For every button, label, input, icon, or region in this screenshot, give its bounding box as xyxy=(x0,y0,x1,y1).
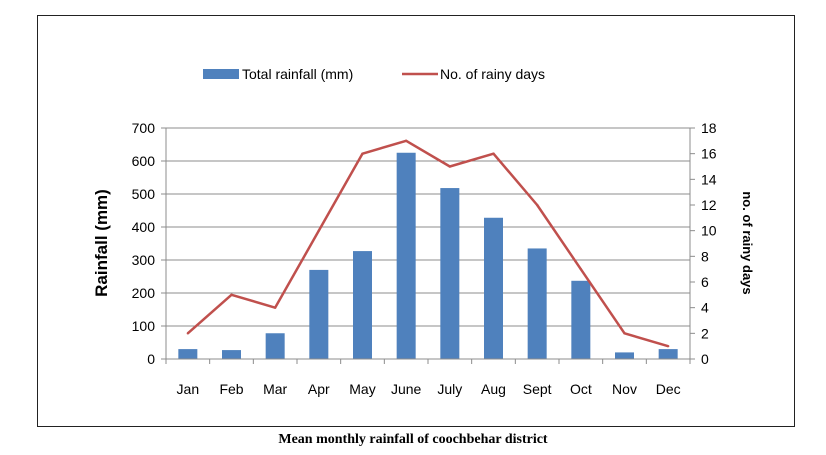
legend-swatch-rainfall xyxy=(203,69,239,79)
rainy-days-point-nov xyxy=(623,332,626,335)
right-axis-ticks: 0 2 4 6 8 10 12 14 16 18 xyxy=(690,120,717,367)
y2-tick-label: 8 xyxy=(701,248,709,264)
bar-aug xyxy=(484,217,503,359)
bar-mar xyxy=(265,333,285,359)
figure-caption: Mean monthly rainfall of coochbehar dist… xyxy=(278,432,548,447)
legend-label-rainfall: Total rainfall (mm) xyxy=(242,66,353,82)
x-tick-label: May xyxy=(349,381,375,397)
bar-june xyxy=(396,152,416,359)
y-tick-label: 100 xyxy=(132,318,156,334)
x-tick-label: Oct xyxy=(570,381,592,397)
rainy-days-point-dec xyxy=(666,344,670,348)
y-tick-label: 200 xyxy=(132,285,156,301)
axes xyxy=(165,128,691,360)
bar-sept xyxy=(527,248,547,359)
rainfall-bars xyxy=(178,152,678,359)
legend: Total rainfall (mm) No. of rainy days xyxy=(203,66,545,82)
y2-tick-label: 6 xyxy=(701,274,709,290)
x-tick-label: Dec xyxy=(656,381,681,397)
y2-tick-label: 2 xyxy=(701,325,709,341)
x-tick-label: Nov xyxy=(612,381,637,397)
x-tick-label: Feb xyxy=(219,381,243,397)
y-tick-label: 700 xyxy=(132,120,156,136)
y-axis-label: Rainfall (mm) xyxy=(92,189,111,297)
y2-tick-label: 0 xyxy=(701,351,709,367)
bar-jan xyxy=(178,349,198,359)
y2-tick-label: 12 xyxy=(701,197,717,213)
rainy-days-point-may xyxy=(361,152,364,155)
bar-feb xyxy=(222,350,241,359)
x-tick-label: Aug xyxy=(481,381,506,397)
rainy-days-point-jan xyxy=(186,332,190,335)
bar-oct xyxy=(571,280,591,359)
rainy-days-point-june xyxy=(404,139,408,143)
rainy-days-point-aug xyxy=(492,152,495,155)
gridlines xyxy=(166,127,690,327)
rainy-days-polyline xyxy=(187,139,669,348)
x-tick-label: Apr xyxy=(308,381,330,397)
x-tick-label: July xyxy=(437,381,462,397)
rainy-days-point-sept xyxy=(535,203,539,207)
rainy-days-point-feb xyxy=(230,293,233,297)
rainy-days-line xyxy=(186,139,670,348)
bar-july xyxy=(440,188,460,359)
x-tick-label: Mar xyxy=(263,381,287,397)
y-tick-label: 500 xyxy=(132,186,156,202)
bar-apr xyxy=(309,269,329,359)
rainy-days-point-apr xyxy=(317,229,321,232)
bar-may xyxy=(353,251,372,359)
y2-tick-label: 14 xyxy=(701,171,717,187)
rainy-days-point-mar xyxy=(273,306,277,309)
y2-tick-label: 4 xyxy=(701,300,709,316)
bar-nov xyxy=(615,352,634,359)
y-tick-label: 300 xyxy=(132,252,156,268)
y2-tick-label: 10 xyxy=(701,223,717,239)
y-tick-label: 0 xyxy=(147,351,155,367)
y2-axis-label: no. of rainy days xyxy=(740,191,755,294)
y2-tick-label: 18 xyxy=(701,120,717,136)
rainy-days-point-july xyxy=(448,165,452,168)
bar-dec xyxy=(658,349,678,359)
legend-label-rainy-days: No. of rainy days xyxy=(440,66,545,82)
x-tick-label: Sept xyxy=(523,381,552,397)
rainy-days-point-oct xyxy=(579,267,583,271)
x-tick-label: Jan xyxy=(177,381,200,397)
y2-tick-label: 16 xyxy=(701,146,717,162)
y-tick-label: 400 xyxy=(132,219,156,235)
y-tick-label: 600 xyxy=(132,153,156,169)
left-axis-ticks: 0 100 200 300 400 500 600 700 xyxy=(132,120,166,367)
x-axis-ticks: Jan Feb Mar Apr May June July Aug Sept Oct Nov Dec xyxy=(165,359,691,397)
x-tick-label: June xyxy=(391,381,422,397)
